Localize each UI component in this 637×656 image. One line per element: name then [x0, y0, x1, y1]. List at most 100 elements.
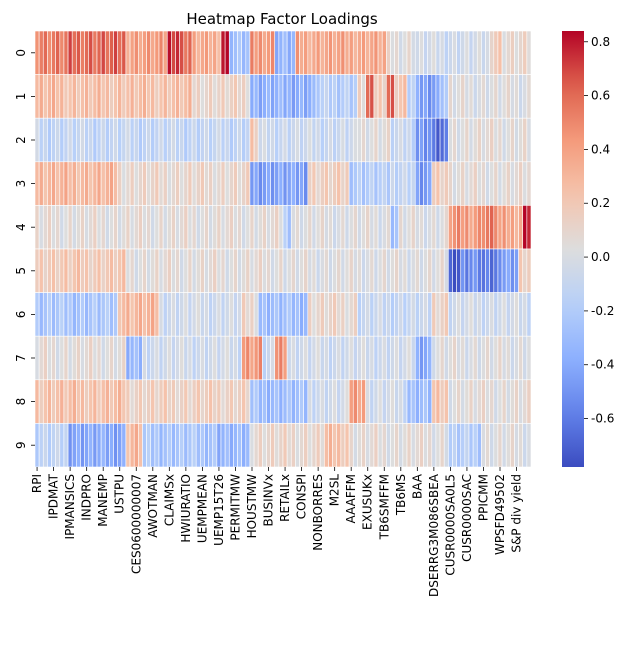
heatmap-cell [282, 30, 288, 75]
heatmap-cell [257, 292, 263, 337]
heatmap-cell [402, 74, 408, 119]
heatmap-cell [489, 117, 495, 163]
heatmap-cell [452, 30, 457, 75]
heatmap-cell [493, 335, 499, 381]
heatmap-cell [245, 74, 251, 119]
heatmap-cell [394, 30, 400, 75]
heatmap-cell [394, 335, 400, 381]
heatmap-cell [386, 248, 391, 293]
heatmap-cell [96, 205, 102, 250]
heatmap-cell [104, 205, 110, 250]
heatmap-cell [212, 161, 218, 206]
heatmap-cell [423, 30, 428, 75]
heatmap-cell [47, 205, 52, 250]
x-tick-label: CLAIMSx [162, 474, 176, 526]
heatmap-cell [216, 30, 222, 75]
heatmap-cell [266, 74, 271, 119]
heatmap-cell [295, 292, 300, 337]
heatmap-cell [38, 292, 44, 337]
heatmap-cell [237, 335, 242, 381]
heatmap-cell [406, 248, 412, 293]
heatmap-cell [80, 379, 85, 424]
heatmap-cell [505, 335, 511, 381]
heatmap-cell [113, 423, 118, 468]
heatmap-cell [443, 248, 449, 293]
heatmap-cell [419, 117, 424, 163]
heatmap-cell [241, 248, 247, 293]
heatmap-cell [166, 335, 172, 381]
heatmap-cell [518, 30, 524, 75]
heatmap-cell [138, 205, 143, 250]
heatmap-cell [67, 335, 73, 381]
heatmap-cell [133, 248, 139, 293]
heatmap-cell [200, 423, 205, 468]
heatmap-cell [109, 117, 114, 163]
heatmap-cell [233, 292, 238, 337]
heatmap-cell [233, 423, 238, 468]
heatmap-cell [241, 379, 247, 424]
heatmap-cell [34, 292, 40, 337]
heatmap-cell [42, 335, 48, 381]
heatmap-cell [200, 335, 205, 381]
heatmap-cell [187, 248, 193, 293]
heatmap-cell [443, 205, 449, 250]
heatmap-cell [183, 30, 189, 75]
heatmap-cell [497, 292, 503, 337]
heatmap-cell [80, 423, 85, 468]
heatmap-cell [340, 74, 346, 119]
heatmap-cell [522, 30, 528, 75]
heatmap-cell [80, 117, 85, 163]
heatmap-cell [158, 161, 164, 206]
heatmap-cell [154, 335, 160, 381]
heatmap-cell [464, 117, 470, 163]
heatmap-cell [220, 161, 226, 206]
heatmap-cell [431, 423, 437, 468]
heatmap-cell [38, 30, 44, 75]
heatmap-cell [80, 205, 85, 250]
heatmap-cell [249, 161, 255, 206]
heatmap-cell [510, 205, 515, 250]
heatmap-cell [158, 117, 164, 163]
heatmap-cell [67, 30, 73, 75]
heatmap-cell [55, 205, 61, 250]
heatmap-cell [423, 292, 428, 337]
heatmap-cell [266, 205, 271, 250]
heatmap-cell [133, 30, 139, 75]
heatmap-cell [365, 30, 371, 75]
heatmap-cell [133, 205, 139, 250]
heatmap-cell [448, 423, 453, 468]
heatmap-cell [501, 423, 507, 468]
heatmap-cell [476, 248, 482, 293]
heatmap-cell [237, 161, 242, 206]
heatmap-cell [55, 292, 61, 337]
heatmap-cell [390, 423, 395, 468]
heatmap-cell [55, 117, 61, 163]
heatmap-cell [352, 292, 358, 337]
heatmap-cell [47, 74, 52, 119]
heatmap-cell [435, 161, 441, 206]
heatmap-cell [212, 292, 218, 337]
heatmap-cell [394, 205, 400, 250]
heatmap-cell [390, 74, 395, 119]
heatmap-cell [361, 292, 366, 337]
heatmap-cell [518, 74, 524, 119]
heatmap-cell [212, 74, 218, 119]
heatmap-cell [485, 248, 490, 293]
heatmap-cell [113, 248, 118, 293]
heatmap-cell [485, 335, 490, 381]
x-tick-label: WPSFD49502 [493, 474, 507, 555]
heatmap-cell [67, 423, 73, 468]
heatmap-cell [96, 292, 102, 337]
heatmap-cell [208, 423, 214, 468]
heatmap-cell [394, 74, 400, 119]
heatmap-cell [175, 117, 180, 163]
heatmap-cell [212, 30, 218, 75]
heatmap-cell [162, 161, 168, 206]
heatmap-cell [125, 379, 131, 424]
heatmap-cell [138, 117, 143, 163]
heatmap-cell [125, 335, 131, 381]
heatmap-cell [76, 248, 81, 293]
heatmap-cell [257, 335, 263, 381]
heatmap-cell [224, 335, 230, 381]
